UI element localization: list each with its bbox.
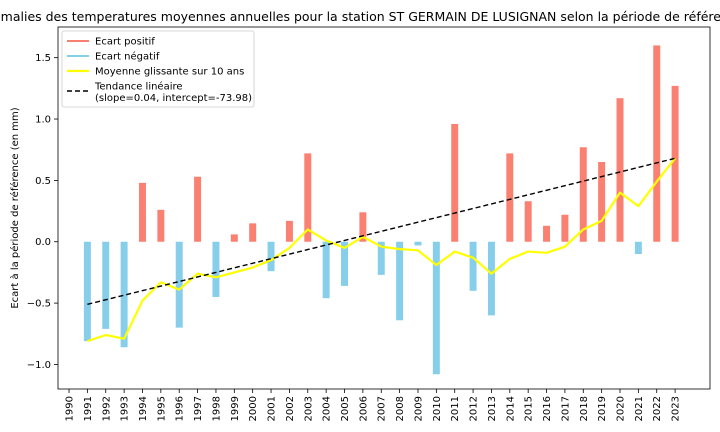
bar-1998 bbox=[212, 241, 220, 297]
x-tick-label: 2011 bbox=[450, 396, 461, 421]
x-tick-label: 1993 bbox=[120, 396, 131, 421]
x-tick-label: 2004 bbox=[322, 396, 333, 421]
x-tick-label: 1991 bbox=[83, 396, 94, 421]
y-tick-label: 0.0 bbox=[35, 237, 51, 248]
legend-label: Tendance linéaire bbox=[94, 81, 183, 93]
bar-1994 bbox=[138, 182, 146, 242]
x-tick-label: 1990 bbox=[65, 396, 76, 421]
legend-label: Ecart négatif bbox=[95, 51, 160, 63]
y-axis-label: Ecart à la période de référence (en mm) bbox=[9, 107, 21, 308]
x-tick-label: 1996 bbox=[175, 396, 186, 421]
bar-2012 bbox=[469, 241, 477, 291]
lines bbox=[87, 157, 676, 343]
legend-label: Ecart positif bbox=[95, 37, 155, 48]
bar-2014 bbox=[506, 153, 514, 242]
bar-2006 bbox=[359, 212, 367, 242]
x-tick-label: 2023 bbox=[671, 396, 682, 421]
x-tick-label: 1994 bbox=[138, 396, 149, 421]
x-axis: 1990 1991 1992 1993 1994 1995 1996 1997 1998 1999… bbox=[65, 389, 682, 421]
x-tick-label: 2003 bbox=[303, 396, 314, 421]
bar-1995 bbox=[157, 209, 165, 242]
bar-2000 bbox=[249, 223, 257, 242]
x-tick-label: 2007 bbox=[377, 396, 388, 421]
x-tick-label: 2020 bbox=[616, 396, 627, 421]
bar-2011 bbox=[451, 123, 459, 242]
bar-1996 bbox=[175, 241, 183, 328]
x-tick-label: 1997 bbox=[193, 396, 204, 421]
x-tick-label: 2002 bbox=[285, 396, 296, 421]
trend-line bbox=[87, 157, 676, 306]
x-tick-label: 2000 bbox=[248, 396, 259, 421]
bar-1999 bbox=[230, 234, 238, 242]
chart-title: Anomalies des temperatures moyennes annu… bbox=[0, 9, 720, 24]
bar-2002 bbox=[285, 220, 293, 242]
bar-2018 bbox=[579, 147, 587, 242]
x-tick-label: 2022 bbox=[652, 396, 663, 421]
bar-1997 bbox=[194, 176, 202, 242]
y-tick-label: 1.5 bbox=[35, 53, 51, 64]
x-tick-label: 2006 bbox=[358, 396, 369, 421]
bar-2004 bbox=[322, 241, 330, 299]
legend-label: Moyenne glissante sur 10 ans bbox=[95, 67, 244, 78]
bar-2013 bbox=[487, 241, 495, 316]
x-tick-label: 2008 bbox=[395, 396, 406, 421]
bar-2005 bbox=[341, 241, 349, 286]
legend: Ecart positif Ecart négatif Moyenne glissa… bbox=[61, 30, 255, 108]
bar-2007 bbox=[377, 241, 385, 275]
x-tick-label: 2017 bbox=[560, 396, 571, 421]
y-axis: −1.0 −0.5 0.0 0.5 1.0 1.5 bbox=[27, 53, 58, 371]
bar-1993 bbox=[120, 241, 128, 348]
x-tick-label: 2012 bbox=[469, 396, 480, 421]
bar-2022 bbox=[653, 45, 661, 242]
x-tick-label: 1992 bbox=[101, 396, 112, 421]
bar-1992 bbox=[102, 241, 110, 329]
bar-2010 bbox=[432, 241, 440, 375]
bar-2003 bbox=[304, 153, 312, 242]
bar-2020 bbox=[616, 98, 624, 242]
x-tick-label: 2013 bbox=[487, 396, 498, 421]
bar-2016 bbox=[543, 225, 551, 242]
moving-average-line bbox=[87, 157, 676, 343]
bar-2015 bbox=[524, 201, 532, 242]
x-tick-label: 2001 bbox=[267, 396, 278, 421]
x-tick-label: 2015 bbox=[524, 396, 535, 421]
bars bbox=[83, 45, 679, 375]
bar-1991 bbox=[83, 241, 91, 342]
bar-2009 bbox=[414, 241, 422, 246]
y-tick-label: 1.0 bbox=[35, 115, 51, 126]
x-tick-label: 1998 bbox=[211, 396, 222, 421]
bar-2008 bbox=[396, 241, 404, 321]
x-tick-label: 2009 bbox=[413, 396, 424, 421]
bar-2023 bbox=[671, 85, 679, 242]
bar-2021 bbox=[634, 241, 642, 255]
x-tick-label: 1999 bbox=[230, 396, 241, 421]
legend-box bbox=[61, 30, 255, 108]
x-tick-label: 2005 bbox=[340, 396, 351, 421]
y-tick-label: −0.5 bbox=[27, 299, 51, 310]
plot-frame bbox=[57, 26, 711, 390]
x-tick-label: 2014 bbox=[505, 396, 516, 421]
x-tick-label: 2019 bbox=[597, 396, 608, 421]
x-tick-label: 2018 bbox=[579, 396, 590, 421]
bar-2017 bbox=[561, 214, 569, 242]
x-tick-label: 2016 bbox=[542, 396, 553, 421]
x-tick-label: 2021 bbox=[634, 396, 645, 421]
x-tick-label: 1995 bbox=[156, 396, 167, 421]
bar-2001 bbox=[267, 241, 275, 272]
x-tick-label: 2010 bbox=[432, 396, 443, 421]
bar-2019 bbox=[598, 161, 606, 242]
y-tick-label: −1.0 bbox=[27, 360, 51, 371]
legend-label-detail: (slope=0.04, intercept=-73.98) bbox=[95, 93, 252, 104]
y-tick-label: 0.5 bbox=[35, 176, 51, 187]
